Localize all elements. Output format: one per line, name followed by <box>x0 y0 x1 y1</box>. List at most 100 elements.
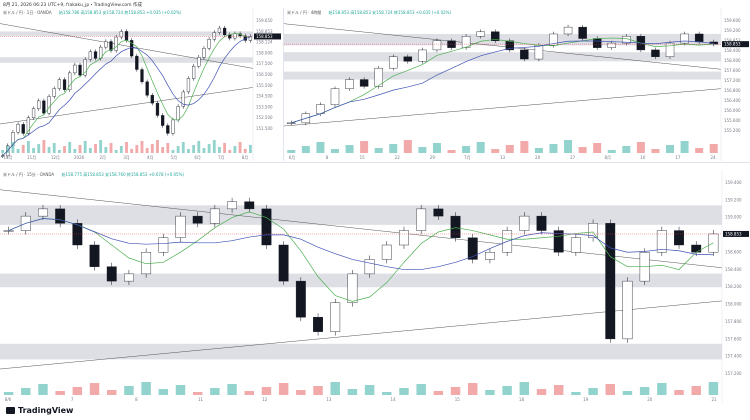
volume-bar <box>11 142 15 153</box>
time-axis-label: 29 <box>430 155 436 160</box>
moving-average-line <box>291 37 714 124</box>
candle-body <box>520 49 529 60</box>
last-price-tag <box>722 41 749 48</box>
price-axis-label: 157.800 <box>725 319 742 324</box>
volume-bar <box>605 384 615 395</box>
candle-body <box>563 26 573 35</box>
candle-body <box>89 244 100 267</box>
volume-bar <box>399 388 409 395</box>
candle-body <box>192 65 196 79</box>
candle-body <box>3 230 14 232</box>
volume-bar <box>218 147 221 153</box>
support-zone <box>0 205 722 225</box>
pane-divider <box>0 162 750 163</box>
price-axis-label: 157.600 <box>725 336 742 341</box>
time-axis-label: 8 <box>326 155 329 160</box>
chart-pane-15m[interactable]: 159.400 159.200 159.000 158.853 158.600 158.4… <box>0 170 750 403</box>
price-axis-label: 158.000 <box>256 50 273 55</box>
candle-body <box>416 208 427 231</box>
moving-average-line <box>2 36 251 157</box>
volume-bar <box>313 386 323 395</box>
candle-body <box>227 201 237 210</box>
candle-body <box>141 252 152 275</box>
trendline <box>284 88 722 127</box>
volume-bar <box>520 141 529 153</box>
time-axis-label: 3月 <box>123 155 130 160</box>
trendline <box>0 87 254 125</box>
candle-body <box>106 266 117 282</box>
chart-pane-daily[interactable]: 159.650 158.853 158.124 158.000 157.500 156.5… <box>0 8 282 161</box>
volume-bar <box>140 141 144 153</box>
candle-body <box>656 230 667 253</box>
support-zone <box>284 71 721 80</box>
candle-body <box>197 57 201 67</box>
support-zone <box>0 343 722 360</box>
volume-bar <box>99 140 103 153</box>
price-axis-label: 157.400 <box>725 354 742 359</box>
chart-pane-4h[interactable]: 159.600 159.200 158.853 158.400 158.000 157.6… <box>284 8 750 161</box>
price-axis-label: 152.500 <box>256 115 273 120</box>
support-zone <box>0 57 253 63</box>
volume-bar <box>227 384 237 395</box>
price-axis-label: 158.400 <box>724 48 741 53</box>
time-axis-label: 8/6 <box>5 397 12 402</box>
candle-body <box>55 208 66 224</box>
volume-bar <box>243 149 247 153</box>
candle-body <box>359 79 369 87</box>
candle-body <box>491 31 500 42</box>
volume-bar <box>88 148 92 153</box>
candle-body <box>78 64 82 76</box>
price-axis-label: 159.000 <box>725 215 742 220</box>
candle-body <box>166 125 170 134</box>
candle-body <box>202 48 206 58</box>
price-axis-label: 158.853 <box>724 38 741 43</box>
support-zone <box>284 33 721 46</box>
price-axis-label: 158.853 <box>256 29 273 34</box>
price-axis-label: 158.000 <box>724 58 741 63</box>
volume-bar <box>171 150 175 153</box>
time-axis-label: 4月 <box>147 155 154 160</box>
symbol-label: 米ドル / 円 · 15分 · OANDA <box>3 172 55 177</box>
volume-bar <box>316 142 325 153</box>
candle-body <box>295 280 306 318</box>
time-axis-label: 6月 <box>289 155 296 160</box>
time-axis-label: 14 <box>391 397 397 402</box>
volume-bar <box>462 146 471 153</box>
volume-bar <box>21 388 31 395</box>
price-axis-label: 155.200 <box>724 128 741 133</box>
candle-body <box>694 33 704 43</box>
volume-bar <box>78 145 82 153</box>
time-axis-label: 12 <box>262 397 268 402</box>
candle-body <box>578 26 587 39</box>
tradingview-logo-icon <box>6 407 15 414</box>
last-price-tag-label: 158.853 <box>725 231 742 236</box>
volume-bar <box>680 141 689 153</box>
volume-bar <box>207 144 211 153</box>
candle-body <box>104 41 108 48</box>
time-axis-label: 22 <box>395 155 401 160</box>
candle-body <box>244 201 255 210</box>
time-axis-label: 18 <box>519 397 525 402</box>
candle-body <box>447 40 456 48</box>
volume-bar <box>502 386 512 395</box>
price-axis-label: 158.600 <box>725 249 742 254</box>
candle-body <box>519 215 530 231</box>
candle-body <box>175 215 186 238</box>
time-axis-label: 2026 <box>74 155 85 160</box>
volume-bar <box>418 147 427 153</box>
price-axis-label: 159.650 <box>256 18 273 23</box>
candle-body <box>57 79 61 89</box>
ohlc-readout: 始158.853 高158.853 安158.724 終158.853 +0.0… <box>328 10 452 15</box>
volume-bar <box>593 143 602 153</box>
time-axis-label: 2月 <box>100 155 107 160</box>
candle-body <box>505 40 514 51</box>
time-axis-label: 20 <box>647 397 653 402</box>
time-axis-label: 6月 <box>194 155 201 160</box>
candle-body <box>16 124 20 133</box>
price-axis-label: 158.124 <box>256 40 273 45</box>
candle-body <box>119 31 123 38</box>
volume-bar <box>347 389 358 395</box>
candle-body <box>37 100 41 109</box>
candle-body <box>691 244 702 253</box>
candle-body <box>433 208 444 217</box>
